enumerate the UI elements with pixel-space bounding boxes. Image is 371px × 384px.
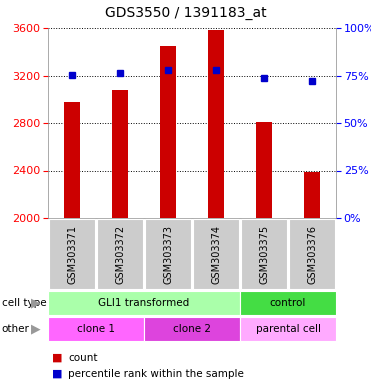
Text: control: control xyxy=(270,298,306,308)
Text: GSM303371: GSM303371 xyxy=(67,225,77,283)
Bar xyxy=(63,102,81,218)
Bar xyxy=(241,219,287,289)
Text: clone 2: clone 2 xyxy=(173,324,211,334)
Bar xyxy=(240,291,336,316)
Text: ■: ■ xyxy=(52,369,62,379)
Bar xyxy=(145,219,191,289)
Text: percentile rank within the sample: percentile rank within the sample xyxy=(68,369,244,379)
Text: GLI1 transformed: GLI1 transformed xyxy=(98,298,190,308)
Text: other: other xyxy=(2,324,30,334)
Text: ■: ■ xyxy=(52,353,62,363)
Bar xyxy=(289,219,335,289)
Text: GSM303372: GSM303372 xyxy=(115,224,125,283)
Bar xyxy=(193,219,239,289)
Text: GSM303373: GSM303373 xyxy=(163,225,173,283)
Text: parental cell: parental cell xyxy=(256,324,321,334)
Bar xyxy=(160,46,176,218)
Text: GSM303374: GSM303374 xyxy=(211,225,221,283)
Bar xyxy=(48,291,240,316)
Bar xyxy=(144,316,240,341)
Bar xyxy=(303,172,321,218)
Text: count: count xyxy=(68,353,98,363)
Text: ▶: ▶ xyxy=(31,296,40,310)
Bar xyxy=(240,316,336,341)
Text: GSM303376: GSM303376 xyxy=(307,225,317,283)
Text: ▶: ▶ xyxy=(31,323,40,336)
Text: cell type: cell type xyxy=(2,298,46,308)
Text: clone 1: clone 1 xyxy=(77,324,115,334)
Bar xyxy=(256,122,272,218)
Bar xyxy=(97,219,143,289)
Bar xyxy=(208,30,224,218)
Text: GSM303375: GSM303375 xyxy=(259,224,269,283)
Bar xyxy=(49,219,95,289)
Bar xyxy=(48,316,144,341)
Text: GDS3550 / 1391183_at: GDS3550 / 1391183_at xyxy=(105,6,266,20)
Bar xyxy=(112,90,128,218)
